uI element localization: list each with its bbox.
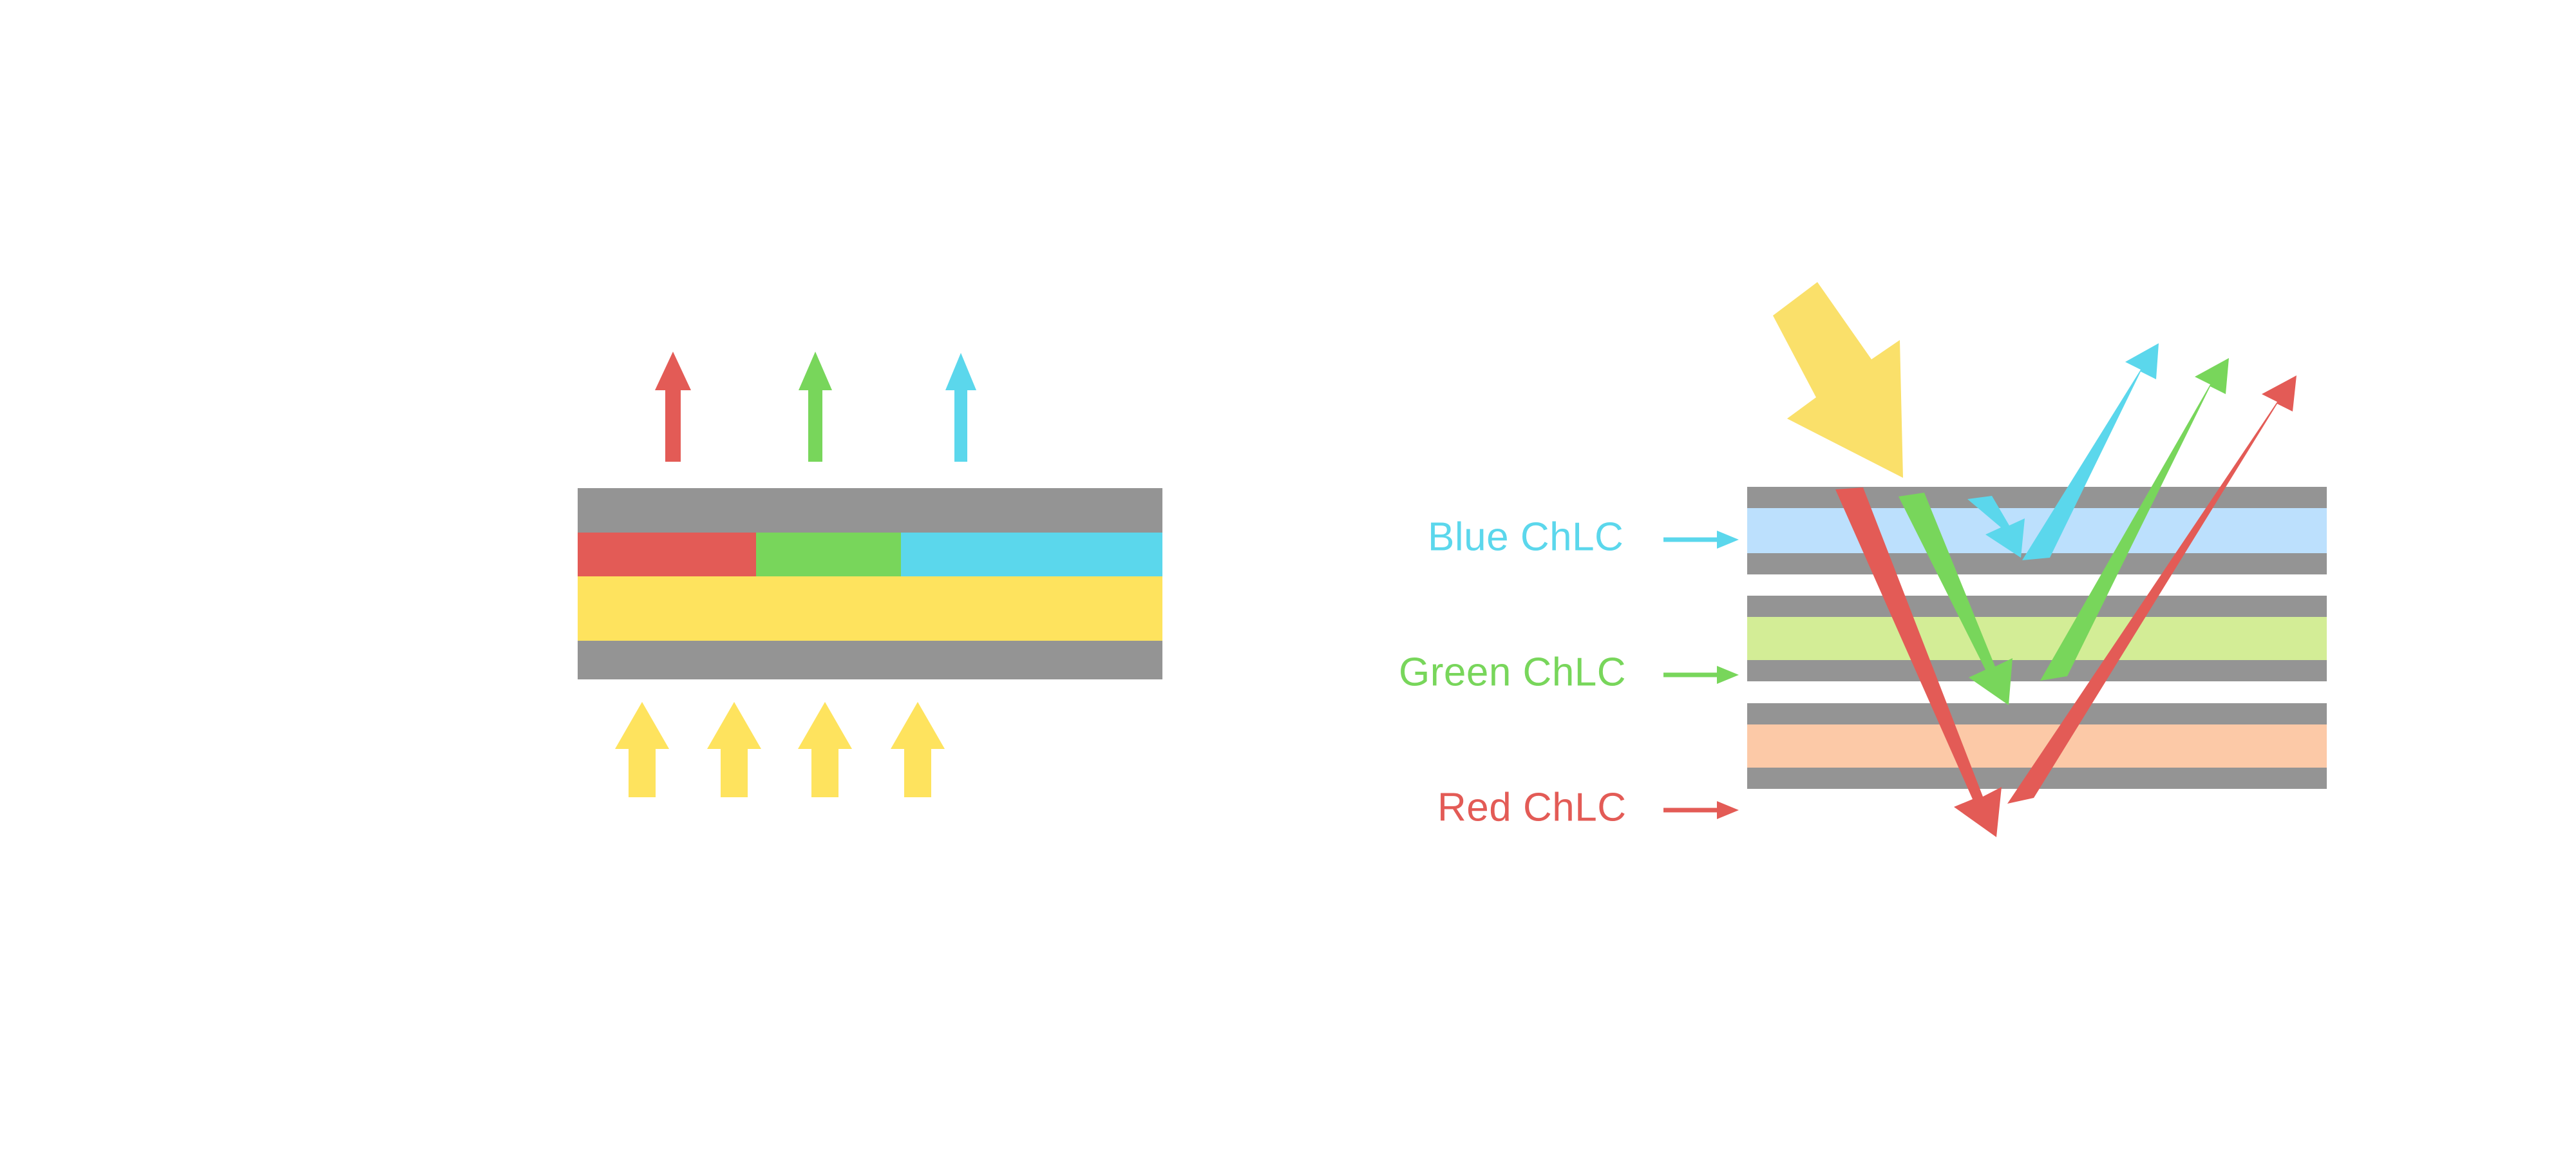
red-top-electrode: [1747, 703, 2327, 724]
left-backlight-arrows: [615, 702, 945, 797]
left-emitted-arrows: [655, 352, 976, 462]
right-panel-group: Blue ChLC Green ChLC Red ChLC: [1399, 282, 2327, 837]
green-top-electrode: [1747, 596, 2327, 617]
green-chlc-layer: [1747, 617, 2327, 660]
left-stack-layers: [578, 488, 1162, 679]
blue-reflected-ray: [2022, 343, 2159, 560]
right-incident-rays: [1835, 487, 2025, 837]
red-label-arrow-head: [1717, 801, 1739, 819]
left-panel-group: [578, 352, 1162, 797]
top-electrode: [578, 488, 1162, 533]
green-reflected-ray: [2040, 358, 2229, 681]
right-panel-labels: Blue ChLC Green ChLC Red ChLC: [1399, 515, 1739, 829]
right-stack-layers: [1747, 487, 2327, 789]
green-bottom-electrode: [1747, 660, 2327, 681]
backlight-arrow-4: [891, 702, 945, 797]
red-reflected-ray: [2007, 375, 2297, 804]
green-filter: [756, 533, 901, 576]
green-chlc-label: Green ChLC: [1399, 650, 1626, 694]
green-label-arrow-head: [1717, 666, 1739, 684]
right-reflected-rays: [2007, 343, 2297, 804]
backlight-layer: [578, 576, 1162, 641]
blue-filter: [901, 533, 1162, 576]
green-emitted-arrow: [799, 352, 832, 462]
gap-2: [1747, 681, 2327, 703]
blue-incident-ray: [1967, 496, 2025, 558]
blue-chlc-label: Blue ChLC: [1428, 515, 1624, 559]
red-incident-ray: [1835, 487, 2002, 837]
backlight-arrow-2: [707, 702, 761, 797]
blue-chlc-label-group: Blue ChLC: [1428, 515, 1739, 559]
green-incident-ray: [1899, 493, 2012, 705]
blue-top-electrode: [1747, 487, 2327, 508]
red-emitted-arrow: [655, 352, 691, 462]
gap-1: [1747, 574, 2327, 596]
bottom-electrode: [578, 641, 1162, 679]
blue-label-arrow-head: [1717, 531, 1739, 549]
red-chlc-label-group: Red ChLC: [1437, 785, 1739, 829]
backlight-arrow-3: [798, 702, 852, 797]
green-chlc-label-group: Green ChLC: [1399, 650, 1739, 694]
red-chlc-label: Red ChLC: [1437, 785, 1626, 829]
backlight-arrow-1: [615, 702, 669, 797]
incident-white-light-arrow: [1773, 282, 1903, 478]
red-filter: [578, 533, 756, 576]
blue-emitted-arrow: [945, 353, 976, 462]
